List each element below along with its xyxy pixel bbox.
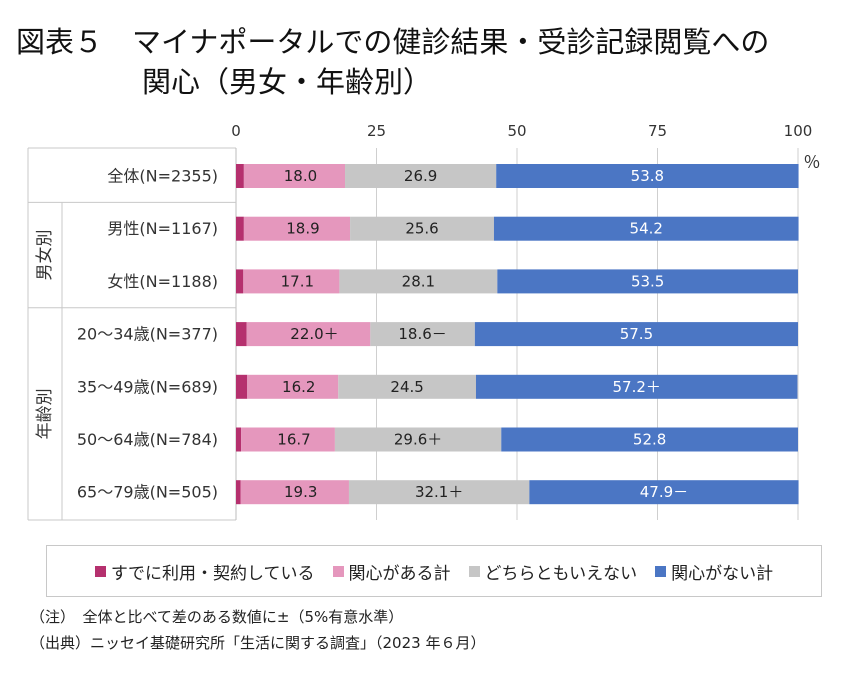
bar-segment — [236, 427, 242, 452]
bar-segment — [493, 216, 799, 241]
data-label: 16.7 — [277, 431, 310, 449]
x-tick-label: 25 — [367, 122, 386, 140]
data-label: 53.5 — [631, 272, 664, 290]
bar-segment — [236, 374, 248, 399]
bar-segment — [240, 480, 349, 505]
data-label: 24.5 — [390, 378, 423, 396]
chart-source: （出典）ニッセイ基礎研究所「生活に関する調査」（2023 年６月） — [30, 634, 486, 652]
data-label: 29.6＋ — [394, 431, 442, 449]
data-label: 28.1 — [402, 272, 435, 290]
data-label: 17.1 — [281, 272, 314, 290]
chart-title: 図表５ マイナポータルでの健診結果・受診記録閲覧への 関心（男女・年齢別） — [16, 22, 846, 102]
chart-note: （注） 全体と比べて差のある数値に±（5%有意水準） — [30, 608, 404, 626]
bar-segment — [529, 480, 799, 505]
group-label: 年齢別 — [35, 388, 55, 439]
bar-segment — [339, 269, 498, 294]
unit-label: ％ — [804, 153, 821, 173]
bar-segment — [501, 427, 798, 452]
data-label: 54.2 — [630, 220, 663, 238]
data-label: 57.5 — [620, 325, 653, 343]
x-tick-label: 100 — [784, 122, 813, 140]
bar-segment — [338, 374, 476, 399]
data-label: 18.0 — [284, 167, 317, 185]
data-label: 57.2＋ — [613, 378, 661, 396]
chart-title-line1: 図表５ マイナポータルでの健診結果・受診記録閲覧への — [16, 25, 770, 59]
category-label: 男性(N=1167) — [107, 219, 218, 238]
bar-segment — [370, 322, 475, 347]
chart-title-line2: 関心（男女・年齢別） — [142, 65, 433, 99]
category-label: 20～34歳(N=377) — [77, 325, 218, 344]
legend-swatch — [655, 565, 667, 577]
bar-segment — [345, 164, 497, 188]
category-label: 50～64歳(N=784) — [77, 430, 218, 449]
category-label: 35～49歳(N=689) — [77, 377, 218, 396]
bar-segment — [236, 216, 244, 241]
bar-segment — [241, 427, 335, 452]
legend-item: 関心がない計 — [655, 559, 773, 584]
legend-label: どちらともいえない — [484, 563, 638, 584]
bar-segment — [334, 427, 502, 452]
bar-segment — [246, 322, 371, 347]
data-label: 16.2 — [282, 378, 315, 396]
data-label: 19.3 — [284, 483, 317, 501]
data-label: 52.8 — [633, 431, 666, 449]
data-label: 18.9 — [286, 220, 319, 238]
legend-label: すでに利用・契約している — [110, 563, 315, 584]
bar-segment — [348, 480, 530, 505]
category-label: 女性(N=1188) — [107, 272, 218, 291]
bar-segment — [474, 322, 798, 347]
bar-segment — [350, 216, 494, 241]
category-label: 全体(N=2355) — [107, 167, 218, 186]
bar-segment — [243, 216, 351, 241]
bar-segment — [243, 164, 346, 188]
bar-segment — [475, 374, 798, 399]
x-tick-label: 75 — [648, 122, 667, 140]
legend-item: すでに利用・契約している — [94, 559, 315, 584]
data-label: 25.6 — [405, 220, 438, 238]
data-label: 22.0＋ — [290, 325, 338, 343]
group-label: 男女別 — [35, 230, 55, 281]
data-label: 18.6－ — [398, 325, 446, 343]
legend-label: 関心がある計 — [348, 563, 451, 584]
bar-segment — [497, 269, 798, 294]
legend-swatch — [468, 565, 480, 577]
data-label: 53.8 — [631, 167, 664, 185]
x-tick-label: 50 — [507, 122, 526, 140]
bar-segment — [236, 269, 244, 294]
chart-legend: すでに利用・契約している 関心がある計 どちらともいえない 関心がない計 — [46, 545, 822, 597]
bar-segment — [236, 322, 247, 347]
bar-segment — [496, 164, 799, 188]
bar-segment — [236, 480, 241, 505]
legend-label: 関心がない計 — [671, 563, 774, 584]
bar-segment — [236, 164, 244, 188]
data-label: 47.9－ — [640, 483, 688, 501]
bar-segment — [243, 269, 340, 294]
category-label: 65～79歳(N=505) — [77, 483, 218, 502]
data-label: 26.9 — [404, 167, 437, 185]
bar-segment — [247, 374, 339, 399]
data-label: 32.1＋ — [415, 483, 463, 501]
x-tick-label: 0 — [231, 122, 241, 140]
legend-swatch — [332, 565, 344, 577]
legend-swatch — [94, 565, 106, 577]
legend-item: 関心がある計 — [332, 559, 451, 584]
legend-item: どちらともいえない — [468, 559, 638, 584]
